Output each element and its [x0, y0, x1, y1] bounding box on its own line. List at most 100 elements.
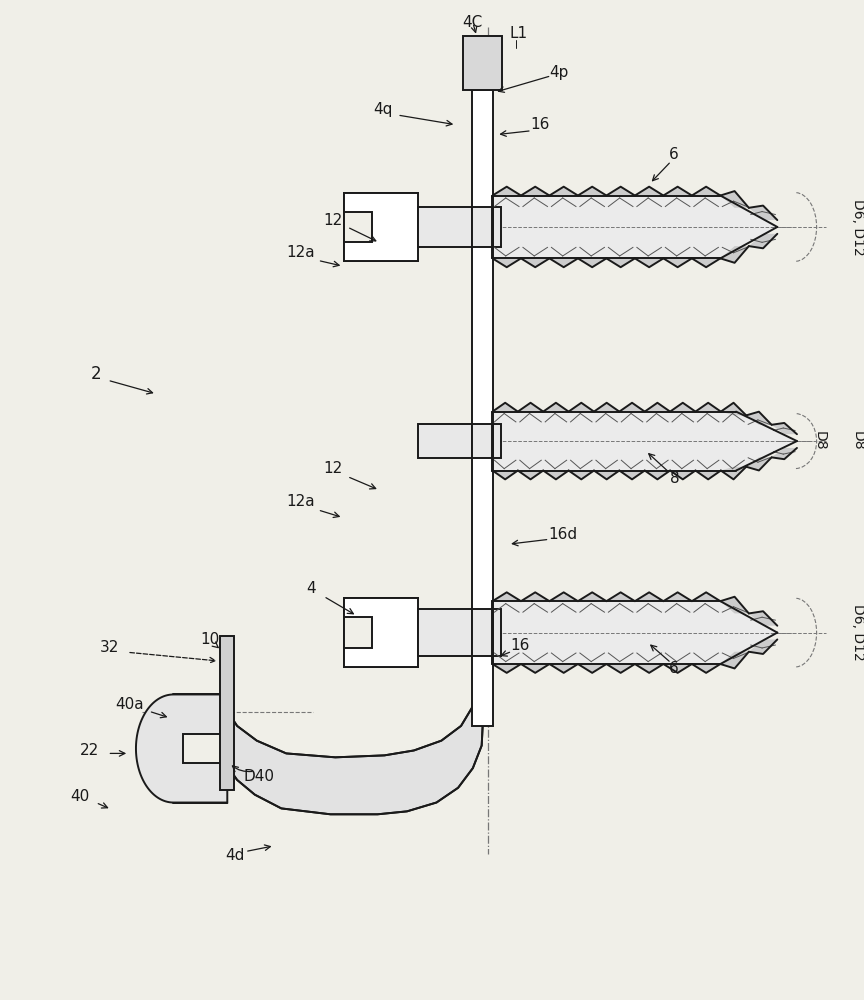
Polygon shape [692, 664, 721, 673]
Polygon shape [521, 664, 550, 673]
Polygon shape [136, 694, 227, 803]
Polygon shape [645, 403, 670, 412]
Polygon shape [578, 187, 607, 196]
Polygon shape [518, 471, 543, 479]
Bar [418, 609, 472, 656]
Polygon shape [670, 403, 696, 412]
Polygon shape [645, 471, 670, 479]
Polygon shape [746, 412, 772, 425]
Polygon shape [569, 471, 594, 479]
Text: 40a: 40a [115, 697, 143, 712]
Polygon shape [692, 258, 721, 267]
Bar [472, 207, 493, 247]
Polygon shape [635, 664, 664, 673]
Polygon shape [521, 258, 550, 267]
Text: 6: 6 [670, 661, 679, 676]
Polygon shape [543, 471, 569, 479]
Polygon shape [578, 664, 607, 673]
Bar [418, 207, 472, 247]
Polygon shape [594, 471, 619, 479]
Polygon shape [664, 664, 692, 673]
Text: D40: D40 [244, 769, 274, 784]
Bar [463, 36, 502, 90]
Polygon shape [607, 592, 635, 601]
Bar [220, 636, 234, 790]
Polygon shape [550, 664, 578, 673]
Polygon shape [521, 592, 550, 601]
Text: D8: D8 [813, 431, 827, 451]
Polygon shape [721, 652, 749, 668]
Bar [493, 207, 501, 247]
Polygon shape [578, 258, 607, 267]
Bar [493, 424, 501, 458]
Polygon shape [772, 448, 797, 459]
Text: 12: 12 [324, 461, 343, 476]
Polygon shape [492, 187, 521, 196]
Bar [472, 609, 493, 656]
Polygon shape [635, 258, 664, 267]
Polygon shape [518, 403, 543, 412]
Polygon shape [492, 592, 521, 601]
Polygon shape [696, 471, 721, 479]
Text: 4C: 4C [463, 15, 483, 30]
Polygon shape [543, 403, 569, 412]
Polygon shape [344, 598, 418, 667]
Text: 12: 12 [324, 213, 343, 228]
Text: 12a: 12a [287, 245, 315, 260]
Polygon shape [692, 592, 721, 601]
Polygon shape [594, 403, 619, 412]
Polygon shape [492, 258, 521, 267]
Text: 32: 32 [99, 640, 119, 655]
Polygon shape [749, 234, 778, 248]
Text: 4: 4 [306, 581, 315, 596]
Polygon shape [772, 423, 797, 434]
Polygon shape [721, 403, 746, 415]
Polygon shape [492, 664, 521, 673]
Bar [472, 90, 493, 726]
Polygon shape [607, 187, 635, 196]
Bar [472, 424, 493, 458]
Polygon shape [721, 246, 749, 263]
Polygon shape [749, 206, 778, 220]
Bar [493, 609, 501, 656]
Polygon shape [521, 187, 550, 196]
Polygon shape [721, 597, 749, 613]
Polygon shape [344, 193, 418, 261]
Text: L1: L1 [510, 26, 528, 41]
Polygon shape [578, 592, 607, 601]
Text: 22: 22 [80, 743, 99, 758]
Polygon shape [664, 258, 692, 267]
Polygon shape [550, 258, 578, 267]
Text: 6: 6 [670, 147, 679, 162]
Polygon shape [607, 664, 635, 673]
Polygon shape [226, 667, 483, 814]
Polygon shape [664, 592, 692, 601]
Polygon shape [670, 471, 696, 479]
Polygon shape [635, 592, 664, 601]
Polygon shape [569, 403, 594, 412]
Polygon shape [492, 412, 797, 471]
Text: D6, D12: D6, D12 [851, 604, 864, 661]
Text: 8: 8 [670, 471, 680, 486]
Polygon shape [749, 611, 778, 626]
Polygon shape [183, 734, 227, 763]
Polygon shape [619, 471, 645, 479]
Polygon shape [492, 403, 518, 412]
Bar [418, 424, 472, 458]
Polygon shape [619, 403, 645, 412]
Text: 12a: 12a [287, 494, 315, 509]
Polygon shape [721, 191, 749, 208]
Text: 10: 10 [200, 632, 219, 647]
Polygon shape [492, 601, 778, 664]
Polygon shape [492, 471, 518, 479]
Polygon shape [749, 639, 778, 654]
Polygon shape [721, 467, 746, 479]
Text: 4p: 4p [550, 65, 569, 80]
Text: D8: D8 [851, 431, 864, 451]
Text: 40: 40 [70, 789, 90, 804]
Text: 4q: 4q [372, 102, 392, 117]
Polygon shape [664, 187, 692, 196]
Polygon shape [550, 187, 578, 196]
Polygon shape [746, 457, 772, 470]
Text: 16: 16 [530, 117, 550, 132]
